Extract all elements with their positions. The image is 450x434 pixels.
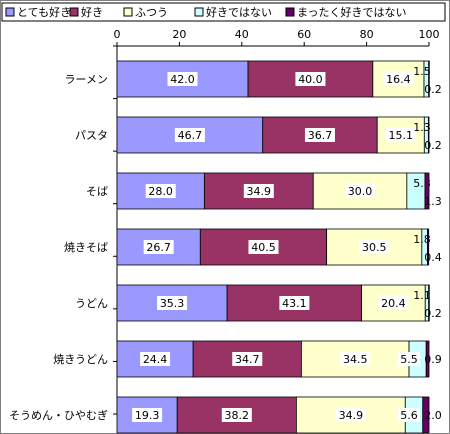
data-label: 34.7 [235,353,260,366]
category-label: 焼きそば [64,241,108,254]
data-label-bg [279,296,310,310]
data-label: 0.4 [424,251,442,264]
data-label-bg [345,184,376,198]
data-label-bg [340,352,371,366]
data-label: 1.5 [413,65,431,78]
x-tick-label: 40 [235,28,249,41]
data-label-bg [383,72,414,86]
data-label: 0.2 [424,307,442,320]
data-label: 5.6 [400,409,418,422]
data-label-bg [132,408,163,422]
bar-segment-5 [428,60,430,98]
legend-swatch-4 [194,7,204,17]
data-label: 0.9 [424,353,442,366]
legend-label-3: ふつう [135,6,168,19]
data-label: 40.5 [251,241,276,254]
data-label: 16.4 [386,73,411,86]
legend-label-5: まったく好きではない [297,5,407,19]
data-label-bg [304,128,335,142]
x-tick-label: 80 [360,28,374,41]
data-label: 35.3 [160,297,185,310]
data-label: 36.7 [308,129,333,142]
legend-swatch-1 [5,7,15,17]
data-label: 38.2 [225,409,250,422]
data-label-bg [145,184,176,198]
x-axis: 0 20 40 60 80 100 [113,28,440,415]
legend-swatch-3 [123,7,133,17]
data-label: 19.3 [135,409,160,422]
data-label-bg [378,296,409,310]
data-label-bg [174,128,205,142]
bar-segment-5 [427,116,430,154]
data-label-bg [385,128,416,142]
bar-segment-5 [427,228,430,266]
category-label: パスタ [75,129,108,142]
data-label: 2.0 [424,409,442,422]
data-label: 34.9 [247,185,272,198]
bar-segment-5 [424,172,430,210]
x-tick-label: 20 [172,28,186,41]
data-label: 1.3 [413,121,431,134]
data-label-bg [398,408,420,422]
data-label: 1.3 [424,195,442,208]
bar-segment-5 [428,284,430,322]
legend-swatch-2 [69,7,79,17]
data-label: 28.0 [148,185,173,198]
bar-segment-2 [226,284,363,322]
data-label-bg [167,72,198,86]
category-label: そば [86,185,108,198]
data-label: 34.5 [343,353,368,366]
data-label-bg [295,72,326,86]
data-label: 15.1 [389,129,414,142]
legend-box [1,2,446,22]
data-label-bg [335,408,366,422]
data-label-bg [398,352,420,366]
legend-label-4: 好きではない [206,5,272,19]
data-label-bg [157,296,188,310]
data-label: 5.5 [400,353,418,366]
legend-swatch-5 [285,7,295,17]
legend: とても好き 好き ふつう 好きではない まったく好きではない [1,2,446,22]
bar-segment-3 [295,396,406,434]
data-label-bg [232,352,263,366]
data-label: 34.9 [339,409,364,422]
data-label-bg [221,408,252,422]
data-label: 26.7 [146,241,171,254]
legend-label-1: とても好き [17,5,71,19]
data-label: 46.7 [178,129,203,142]
data-label: 30.5 [362,241,387,254]
data-label: 42.0 [170,73,195,86]
data-label: 20.4 [381,297,406,310]
bar-segment-5 [425,340,430,378]
category-label: そうめん・ひやむぎ [9,408,108,422]
data-label: 0.2 [424,83,442,96]
data-label-bg [248,240,279,254]
data-label: 1.8 [413,233,431,246]
category-label: ラーメン [64,73,108,86]
data-label: 30.0 [348,185,373,198]
x-tick-label: 100 [419,28,440,41]
category-label: うどん [75,297,108,310]
data-label: 1.1 [413,289,431,302]
legend-label-2: 好き [81,5,103,19]
data-label: 0.2 [424,139,442,152]
data-label: 40.0 [298,73,323,86]
bar-segment-5 [422,396,430,434]
data-label-bg [359,240,390,254]
x-tick-label: 0 [114,28,121,41]
bars: 42.0 40.0 16.41.50.246.7 36.7 15.11.30.228.0… [116,60,442,434]
data-label-bg [140,352,171,366]
data-label-bg [243,184,274,198]
data-label: 43.1 [282,297,307,310]
data-label-bg [143,240,174,254]
data-label: 24.4 [143,353,168,366]
category-label: 焼きうどん [53,353,108,366]
x-tick-label: 60 [297,28,311,41]
